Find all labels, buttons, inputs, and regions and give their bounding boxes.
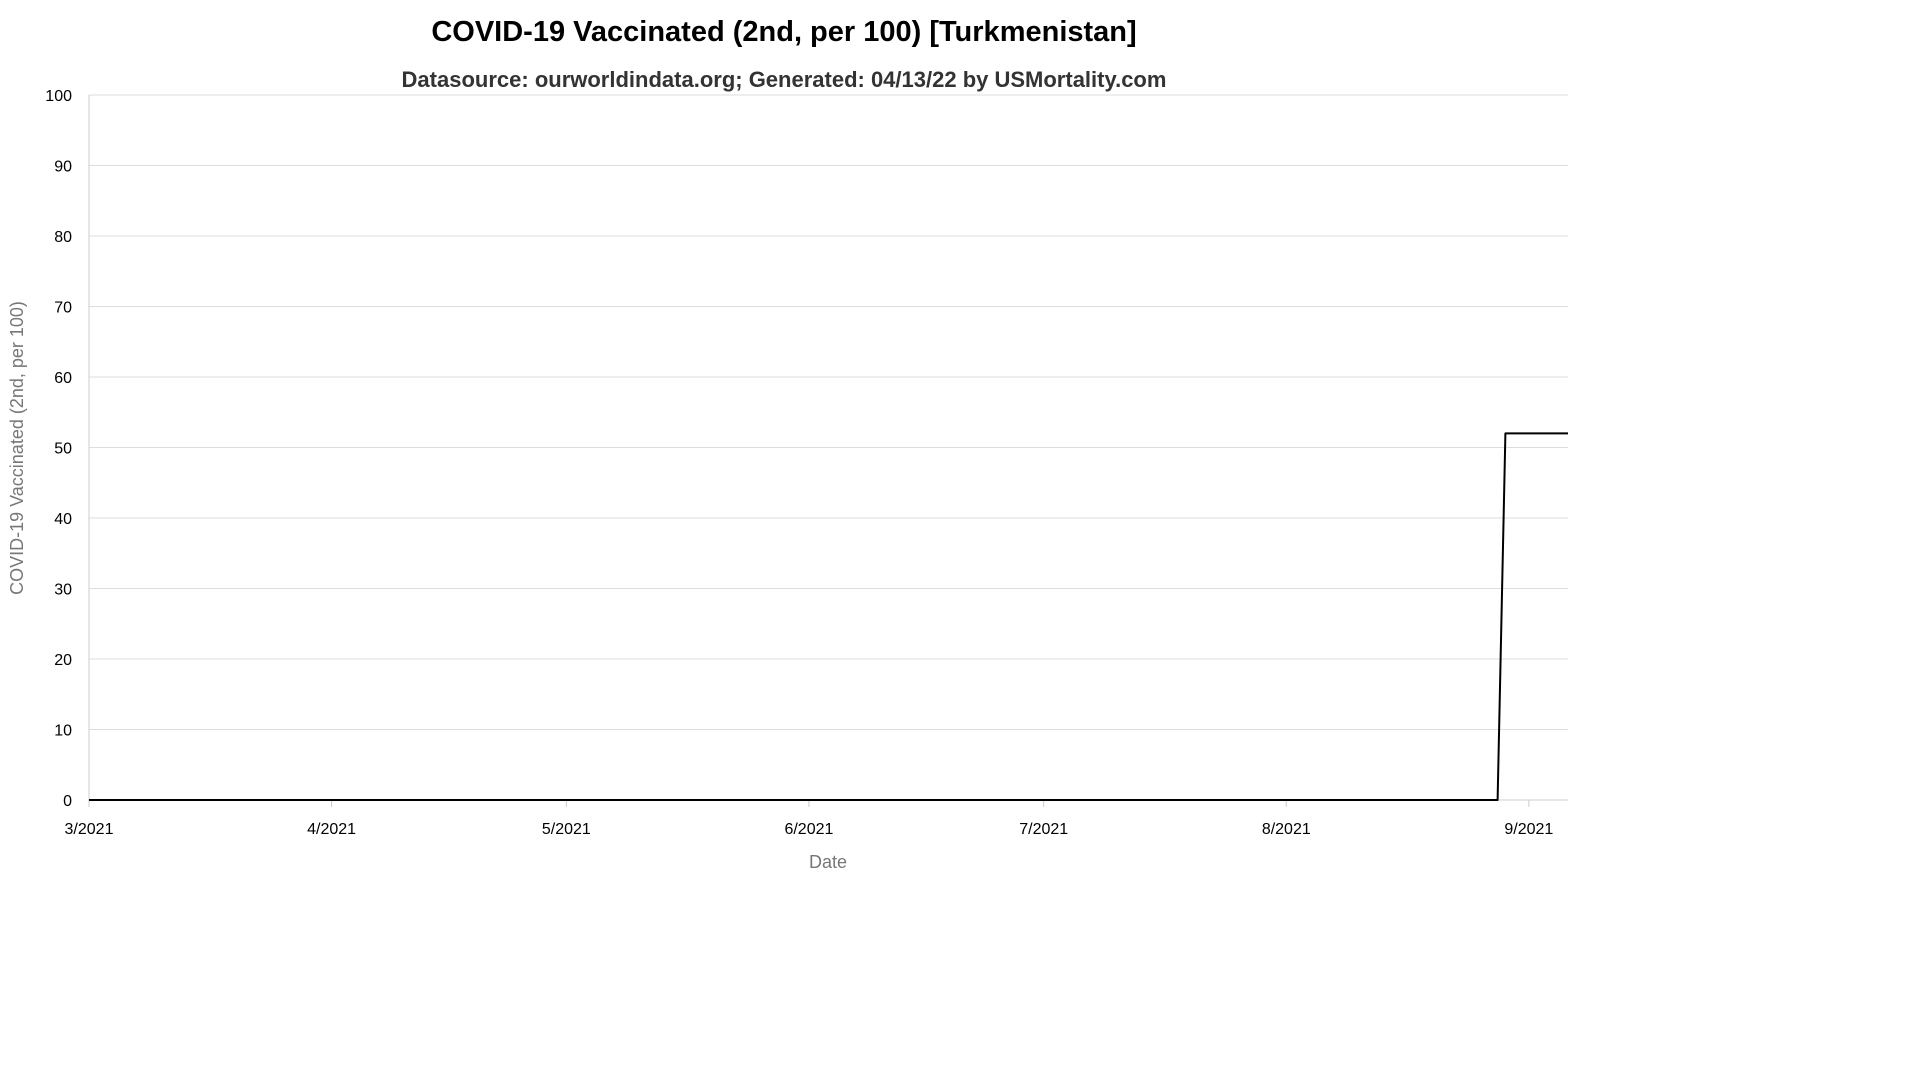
y-tick-label: 60 bbox=[54, 370, 72, 387]
x-tick-label: 6/2021 bbox=[784, 821, 833, 838]
x-tick-label: 8/2021 bbox=[1262, 821, 1311, 838]
y-tick-label: 20 bbox=[54, 652, 72, 669]
y-tick-label: 80 bbox=[54, 229, 72, 246]
y-tick-label: 30 bbox=[54, 582, 72, 599]
y-tick-label: 10 bbox=[54, 723, 72, 740]
chart: COVID-19 Vaccinated (2nd, per 100) [Turk… bbox=[7, 16, 1568, 872]
chart-subtitle: Datasource: ourworldindata.org; Generate… bbox=[402, 67, 1167, 92]
x-axis-title: Date bbox=[809, 852, 847, 872]
series-line bbox=[89, 432, 1568, 801]
x-tick-label: 4/2021 bbox=[307, 821, 356, 838]
axes: 0 10 20 30 40 50 60 70 80 90 100 3/2021 4/2021 5/2021… bbox=[45, 88, 1568, 838]
y-tick-label: 100 bbox=[45, 88, 72, 105]
grid bbox=[89, 94, 1568, 801]
y-tick-label: 40 bbox=[54, 511, 72, 528]
chart-title: COVID-19 Vaccinated (2nd, per 100) [Turk… bbox=[431, 16, 1136, 48]
x-tick-label: 5/2021 bbox=[542, 821, 591, 838]
x-tick-label: 3/2021 bbox=[65, 821, 114, 838]
y-axis-title: COVID-19 Vaccinated (2nd, per 100) bbox=[7, 301, 27, 595]
x-tick-label: 7/2021 bbox=[1019, 821, 1068, 838]
series-layer bbox=[89, 432, 1568, 801]
y-tick-label: 90 bbox=[54, 159, 72, 176]
x-tick-label: 9/2021 bbox=[1504, 821, 1553, 838]
y-tick-label: 0 bbox=[63, 793, 72, 810]
y-tick-label: 70 bbox=[54, 300, 72, 317]
y-tick-label: 50 bbox=[54, 441, 72, 458]
